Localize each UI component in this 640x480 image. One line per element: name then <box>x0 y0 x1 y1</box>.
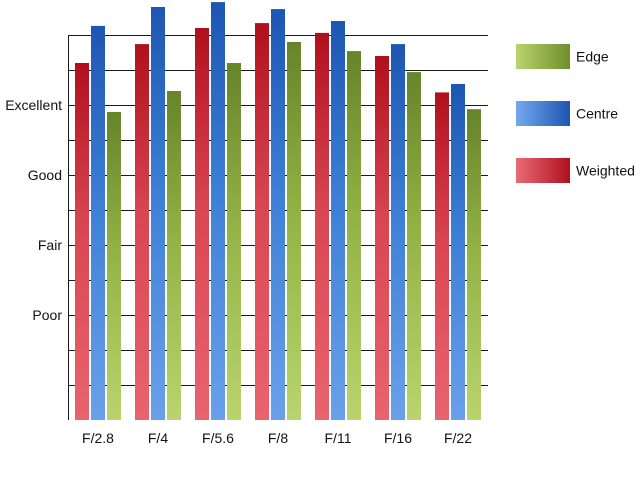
x-tick-label: F/5.6 <box>202 430 234 446</box>
bar-weighted-F22 <box>435 92 449 421</box>
bar-edge-F56 <box>227 63 241 420</box>
legend-label: Centre <box>576 106 618 122</box>
bar-edge-F4 <box>167 91 181 420</box>
bar-edge-F22 <box>467 109 481 420</box>
y-tick-label: Good <box>28 167 62 183</box>
legend: Edge Centre Weighted <box>516 44 635 183</box>
bar-centre-F16 <box>391 44 405 420</box>
bar-centre-F28 <box>91 25 105 421</box>
bar-weighted-F16 <box>375 56 389 420</box>
bar-weighted-F11 <box>315 32 329 421</box>
bar-edge-F28 <box>107 112 121 420</box>
x-tick-label: F/4 <box>148 430 168 446</box>
y-tick-label: Poor <box>32 307 62 323</box>
legend-swatch <box>516 44 570 69</box>
bar-centre-F56 <box>211 2 225 420</box>
legend-swatch <box>516 158 570 183</box>
bar-centre-F4 <box>151 7 165 420</box>
bar-centre-F8 <box>271 9 285 420</box>
legend-item-centre: Centre <box>516 101 618 126</box>
x-tick-label: F/2.8 <box>82 430 114 446</box>
bar-edge-F8 <box>287 42 301 420</box>
legend-item-edge: Edge <box>516 44 609 69</box>
bar-centre-F22 <box>451 84 465 420</box>
bar-weighted-F8 <box>255 23 269 420</box>
bar-edge-F16 <box>407 72 421 420</box>
bar-edge-F11 <box>347 51 361 420</box>
bar-centre-F11 <box>331 21 345 420</box>
x-tick-label: F/16 <box>384 430 412 446</box>
bar-weighted-F4 <box>135 44 149 420</box>
legend-label: Edge <box>576 49 609 65</box>
legend-label: Weighted <box>576 163 635 179</box>
y-axis-tick-labels: Poor Fair Good Excellent <box>5 97 62 323</box>
y-tick-label: Excellent <box>5 97 62 113</box>
bars <box>75 2 481 421</box>
bar-weighted-F56 <box>195 28 209 420</box>
legend-swatch <box>516 101 570 126</box>
x-tick-label: F/22 <box>444 430 472 446</box>
x-tick-label: F/11 <box>325 430 352 446</box>
legend-item-weighted: Weighted <box>516 158 635 183</box>
bar-weighted-F28 <box>75 63 89 420</box>
x-axis-tick-labels: F/2.8 F/4 F/5.6 F/8 F/11 F/16 F/22 <box>82 430 472 446</box>
x-tick-label: F/8 <box>268 430 288 446</box>
y-tick-label: Fair <box>38 237 62 253</box>
